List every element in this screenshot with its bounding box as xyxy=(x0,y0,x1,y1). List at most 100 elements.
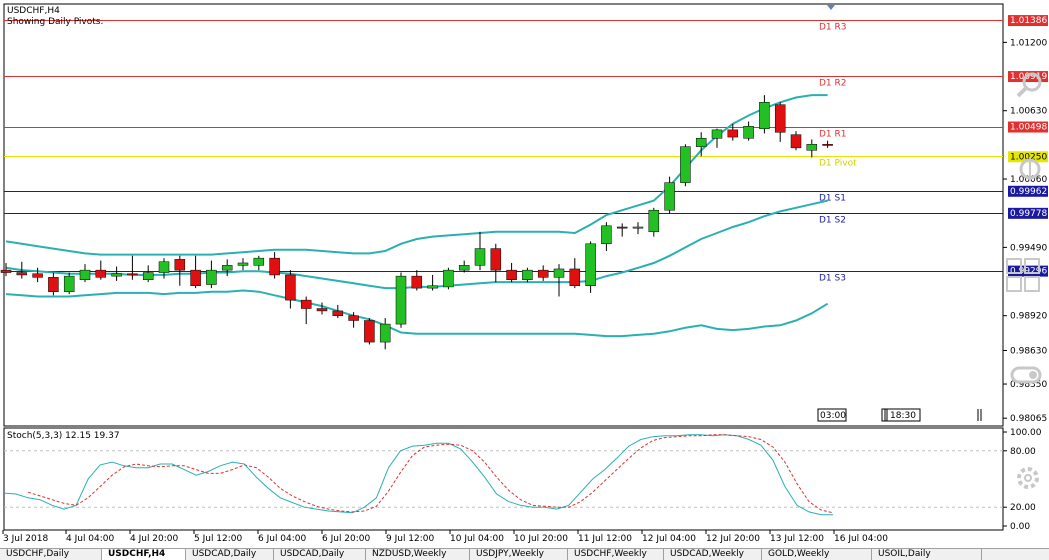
candle-body xyxy=(364,320,375,343)
candle-body xyxy=(411,275,423,289)
time-tick-label: 12 Jul 20:00 xyxy=(706,534,760,544)
pivot-price-label: 0.99296 xyxy=(1010,267,1047,277)
chart-tab[interactable]: NZDUSD,Weekly xyxy=(366,549,470,560)
candle-body xyxy=(458,265,470,271)
windows-icon[interactable] xyxy=(1003,255,1040,292)
time-tick-label: 4 Jul 04:00 xyxy=(66,534,115,544)
candle-body xyxy=(206,269,217,285)
candle-body xyxy=(822,144,833,146)
chart-canvas[interactable]: D1 R3 D1 R2 D1 R1 D1 Pivot D1 S1 D1 S2 D1 S3 1.… xyxy=(0,0,1049,548)
pivot-label: D1 S2 xyxy=(819,216,846,226)
pivot-price-label: 0.99962 xyxy=(1010,187,1047,197)
candle-body xyxy=(774,104,786,133)
pivot-price-box xyxy=(1008,207,1048,219)
chart-tab[interactable]: USOIL,Daily xyxy=(872,549,982,560)
candle-body xyxy=(16,272,28,276)
time-tick-label: 10 Jul 04:00 xyxy=(450,534,504,544)
candle-body xyxy=(142,272,154,280)
candle-body xyxy=(0,269,12,273)
time-tick-label: 12 Jul 04:00 xyxy=(642,534,696,544)
pivot-label: D1 S1 xyxy=(819,194,846,204)
candle-body xyxy=(711,129,723,139)
pivot-price-box xyxy=(1008,15,1048,27)
candle-body xyxy=(32,273,43,278)
chart-tabs-bar: USDCHF,Daily USDCHF,H4 USDCAD,Daily USDCAD,… xyxy=(0,548,1049,560)
chart-tab[interactable]: GOLD,Weekly xyxy=(762,549,872,560)
stoch-signal-line xyxy=(27,434,834,514)
bollinger-lower-line xyxy=(5,289,829,338)
pivot-label: D1 R2 xyxy=(819,79,847,89)
candle-body xyxy=(474,248,486,266)
price-tick-label: 0.98065 xyxy=(1010,414,1047,424)
time-tick-label: 10 Jul 20:00 xyxy=(514,534,568,544)
candle-body xyxy=(743,126,754,139)
candle-body xyxy=(569,268,581,286)
candle-body xyxy=(48,277,59,292)
candle-body xyxy=(395,275,407,325)
chart-tab[interactable]: USDCHF,Daily xyxy=(0,549,102,560)
price-tick-label: 0.99490 xyxy=(1010,243,1047,253)
candle-body xyxy=(111,273,122,277)
candle-body xyxy=(269,257,280,276)
price-tick-label: 1.01200 xyxy=(1010,38,1047,48)
candle-body xyxy=(174,259,186,271)
price-tick-label: 0.98630 xyxy=(1010,346,1047,356)
pivot-label: D1 R1 xyxy=(819,130,847,140)
settings-gear-icon[interactable] xyxy=(1008,462,1044,490)
candle-body xyxy=(190,269,201,286)
chart-tab[interactable]: USDCAD,Weekly xyxy=(664,549,762,560)
pivot-label: D1 R3 xyxy=(819,23,847,33)
candle-body xyxy=(759,102,770,129)
zoom-in-icon[interactable] xyxy=(1008,70,1044,98)
stoch-tick-label: 80.00 xyxy=(1010,447,1036,457)
candle-body xyxy=(664,182,675,211)
candle-body xyxy=(237,262,249,266)
pivot-price-label: 1.00498 xyxy=(1010,123,1047,133)
pivot-label: D1 S3 xyxy=(819,274,846,284)
candles-group xyxy=(0,95,833,350)
stoch-tick-label: 20.00 xyxy=(1010,503,1036,513)
candle-body xyxy=(127,273,138,276)
stoch-tick-label: 100.00 xyxy=(1010,428,1042,438)
chart-shift-marker xyxy=(827,5,835,10)
chart-tab[interactable]: USDJPY,Weekly xyxy=(470,549,568,560)
candle-body xyxy=(443,269,454,288)
time-tick-label: 13 Jul 12:00 xyxy=(770,534,824,544)
candle-body xyxy=(158,261,170,273)
candle-body xyxy=(506,269,517,280)
candle-body xyxy=(537,269,549,278)
crosshair-icon[interactable] xyxy=(1008,155,1044,183)
bollinger-upper-line xyxy=(5,94,828,256)
candle-body xyxy=(553,268,565,278)
price-tick-label: 1.00060 xyxy=(1010,175,1047,185)
chart-tab[interactable]: USDCHF,Weekly xyxy=(568,549,664,560)
candle-body xyxy=(253,257,265,266)
chart-tab[interactable]: USDCHF,H4 xyxy=(102,549,186,560)
chart-tab[interactable]: USDCAD,Daily xyxy=(274,549,366,560)
stoch-tick-label: 0.00 xyxy=(1010,522,1030,532)
time-marker-box xyxy=(817,408,847,422)
stoch-main-line xyxy=(3,434,833,516)
candle-body xyxy=(790,134,802,149)
chart-tab[interactable]: USDCAD,Daily xyxy=(186,549,274,560)
time-marker-label: 18:30 xyxy=(890,411,916,421)
pivot-price-box xyxy=(1008,265,1048,277)
candle-body xyxy=(616,226,628,229)
pivot-label: D1 Pivot xyxy=(819,159,857,169)
candle-body xyxy=(348,315,359,321)
candle-body xyxy=(221,265,233,271)
time-tick-label: 9 Jul 12:00 xyxy=(386,534,435,544)
candle-body xyxy=(806,144,818,151)
time-tick-label: 3 Jul 2018 xyxy=(3,534,48,544)
candle-body xyxy=(95,269,107,278)
candle-body xyxy=(585,243,596,286)
candle-body xyxy=(379,323,391,343)
toggle-icon[interactable] xyxy=(1008,362,1044,390)
indicator-label: Showing Daily Pivots. xyxy=(7,17,104,27)
time-tick-label: 6 Jul 20:00 xyxy=(322,534,371,544)
time-tick-label: 6 Jul 04:00 xyxy=(258,534,307,544)
main-pane-border xyxy=(3,3,1004,427)
stoch-pane-border xyxy=(3,427,1004,531)
pivot-price-box xyxy=(1008,185,1048,197)
symbol-label: USDCHF,H4 xyxy=(7,6,60,16)
